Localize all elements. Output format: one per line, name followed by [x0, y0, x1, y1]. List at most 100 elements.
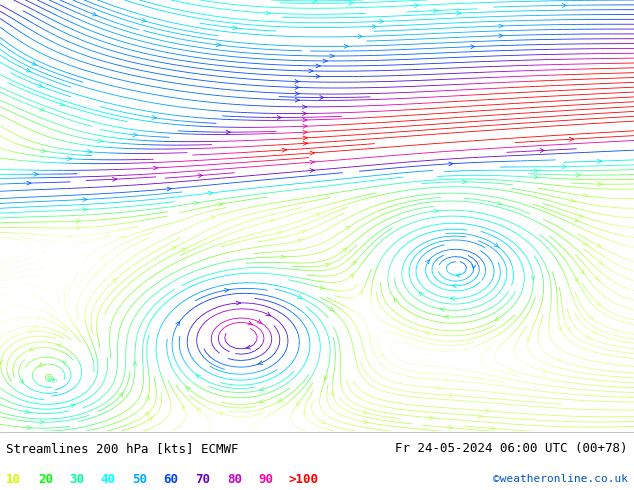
- FancyArrowPatch shape: [597, 159, 602, 163]
- FancyArrowPatch shape: [497, 201, 501, 205]
- FancyArrowPatch shape: [152, 116, 157, 120]
- FancyArrowPatch shape: [38, 84, 42, 87]
- FancyArrowPatch shape: [569, 137, 574, 141]
- FancyArrowPatch shape: [32, 324, 37, 328]
- FancyArrowPatch shape: [449, 393, 453, 397]
- FancyArrowPatch shape: [316, 64, 320, 68]
- FancyArrowPatch shape: [153, 166, 158, 170]
- Text: 50: 50: [132, 473, 147, 486]
- FancyArrowPatch shape: [83, 208, 87, 212]
- FancyArrowPatch shape: [278, 398, 283, 402]
- FancyArrowPatch shape: [19, 379, 23, 383]
- FancyArrowPatch shape: [321, 420, 327, 424]
- FancyArrowPatch shape: [424, 353, 429, 357]
- FancyArrowPatch shape: [148, 417, 153, 421]
- Text: >100: >100: [288, 473, 318, 486]
- FancyArrowPatch shape: [62, 362, 67, 366]
- FancyArrowPatch shape: [485, 409, 489, 413]
- FancyArrowPatch shape: [434, 9, 437, 13]
- FancyArrowPatch shape: [196, 374, 201, 379]
- FancyArrowPatch shape: [456, 273, 460, 277]
- Text: 20: 20: [38, 473, 53, 486]
- FancyArrowPatch shape: [197, 408, 202, 412]
- FancyArrowPatch shape: [324, 376, 328, 380]
- FancyArrowPatch shape: [40, 420, 44, 424]
- FancyArrowPatch shape: [277, 116, 281, 120]
- FancyArrowPatch shape: [586, 335, 591, 339]
- FancyArrowPatch shape: [233, 26, 237, 30]
- Text: 30: 30: [70, 473, 85, 486]
- FancyArrowPatch shape: [325, 264, 330, 267]
- FancyArrowPatch shape: [320, 286, 324, 290]
- FancyArrowPatch shape: [210, 216, 216, 220]
- FancyArrowPatch shape: [100, 255, 105, 260]
- FancyArrowPatch shape: [295, 85, 299, 89]
- FancyArrowPatch shape: [470, 45, 475, 49]
- FancyArrowPatch shape: [112, 278, 117, 283]
- FancyArrowPatch shape: [76, 220, 81, 223]
- FancyArrowPatch shape: [68, 157, 72, 161]
- FancyArrowPatch shape: [583, 242, 588, 245]
- FancyArrowPatch shape: [259, 399, 264, 403]
- FancyArrowPatch shape: [444, 315, 449, 319]
- FancyArrowPatch shape: [26, 69, 31, 72]
- FancyArrowPatch shape: [499, 34, 503, 38]
- FancyArrowPatch shape: [570, 198, 575, 202]
- FancyArrowPatch shape: [330, 54, 334, 58]
- FancyArrowPatch shape: [53, 378, 57, 383]
- FancyArrowPatch shape: [540, 148, 545, 152]
- FancyArrowPatch shape: [359, 290, 363, 294]
- FancyArrowPatch shape: [583, 194, 588, 197]
- FancyArrowPatch shape: [316, 213, 320, 217]
- FancyArrowPatch shape: [295, 92, 299, 96]
- FancyArrowPatch shape: [574, 277, 578, 282]
- FancyArrowPatch shape: [27, 426, 31, 430]
- FancyArrowPatch shape: [309, 69, 313, 73]
- FancyArrowPatch shape: [194, 201, 198, 205]
- FancyArrowPatch shape: [257, 319, 262, 324]
- FancyArrowPatch shape: [258, 361, 263, 365]
- FancyArrowPatch shape: [380, 352, 384, 356]
- FancyArrowPatch shape: [198, 173, 203, 177]
- FancyArrowPatch shape: [36, 316, 41, 320]
- FancyArrowPatch shape: [323, 59, 327, 63]
- FancyArrowPatch shape: [186, 387, 191, 391]
- FancyArrowPatch shape: [310, 151, 314, 155]
- FancyArrowPatch shape: [364, 420, 368, 424]
- Text: 60: 60: [164, 473, 179, 486]
- FancyArrowPatch shape: [479, 361, 484, 365]
- FancyArrowPatch shape: [534, 169, 538, 172]
- FancyArrowPatch shape: [580, 270, 584, 274]
- FancyArrowPatch shape: [562, 3, 567, 7]
- FancyArrowPatch shape: [494, 243, 499, 247]
- FancyArrowPatch shape: [172, 246, 176, 250]
- FancyArrowPatch shape: [566, 327, 570, 331]
- FancyArrowPatch shape: [68, 235, 73, 239]
- FancyArrowPatch shape: [595, 276, 599, 281]
- Text: 10: 10: [6, 473, 22, 486]
- FancyArrowPatch shape: [449, 162, 453, 166]
- FancyArrowPatch shape: [266, 312, 271, 316]
- FancyArrowPatch shape: [509, 368, 514, 371]
- FancyArrowPatch shape: [597, 182, 602, 186]
- FancyArrowPatch shape: [25, 410, 30, 414]
- FancyArrowPatch shape: [302, 112, 307, 116]
- Text: 90: 90: [259, 473, 274, 486]
- FancyArrowPatch shape: [32, 61, 37, 65]
- FancyArrowPatch shape: [57, 344, 61, 347]
- FancyArrowPatch shape: [372, 24, 377, 28]
- FancyArrowPatch shape: [452, 284, 456, 288]
- FancyArrowPatch shape: [478, 414, 482, 418]
- Text: 80: 80: [227, 473, 242, 486]
- FancyArrowPatch shape: [34, 172, 38, 176]
- FancyArrowPatch shape: [216, 43, 221, 47]
- FancyArrowPatch shape: [145, 412, 149, 416]
- FancyArrowPatch shape: [93, 272, 98, 277]
- Text: ©weatheronline.co.uk: ©weatheronline.co.uk: [493, 474, 628, 485]
- FancyArrowPatch shape: [219, 413, 224, 416]
- FancyArrowPatch shape: [310, 160, 314, 164]
- FancyArrowPatch shape: [301, 230, 306, 234]
- FancyArrowPatch shape: [344, 44, 348, 48]
- FancyArrowPatch shape: [562, 165, 567, 169]
- FancyArrowPatch shape: [448, 426, 453, 429]
